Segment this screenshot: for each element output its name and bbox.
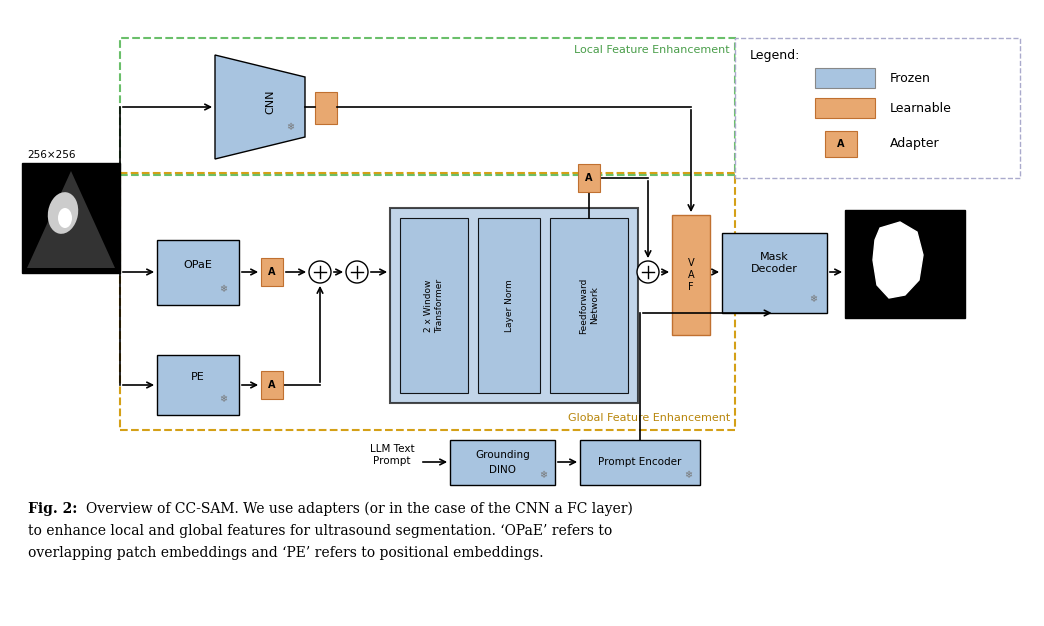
Text: Grounding: Grounding: [475, 450, 530, 460]
Text: Feedforward
Network: Feedforward Network: [579, 277, 598, 334]
Bar: [478, 218, 540, 393]
Polygon shape: [27, 171, 115, 268]
Bar: [672, 215, 710, 335]
Bar: [120, 38, 735, 175]
Bar: [450, 440, 555, 485]
Text: OPaE: OPaE: [184, 260, 212, 270]
Bar: [722, 233, 827, 313]
Text: ❄: ❄: [539, 470, 547, 480]
Bar: [550, 218, 628, 393]
Text: ❄: ❄: [684, 470, 692, 480]
Bar: [578, 164, 600, 192]
Circle shape: [309, 261, 331, 283]
Bar: [845, 210, 965, 318]
Text: A: A: [586, 173, 593, 183]
Polygon shape: [215, 55, 305, 159]
Ellipse shape: [58, 208, 72, 228]
Text: 2 x Window
Transformer: 2 x Window Transformer: [424, 279, 444, 332]
Text: ❄: ❄: [219, 394, 227, 404]
Text: Prompt Encoder: Prompt Encoder: [598, 457, 682, 467]
Ellipse shape: [48, 192, 78, 234]
Text: Overview of CC-SAM. We use adapters (or in the case of the CNN a FC layer): Overview of CC-SAM. We use adapters (or …: [86, 502, 633, 516]
Text: Learnable: Learnable: [889, 101, 952, 115]
Text: Mask
Decoder: Mask Decoder: [751, 252, 798, 274]
Text: DINO: DINO: [489, 465, 516, 475]
Text: CNN: CNN: [265, 90, 275, 115]
Text: Global Feature Enhancement: Global Feature Enhancement: [568, 413, 730, 423]
Circle shape: [637, 261, 659, 283]
Bar: [315, 92, 337, 124]
Bar: [390, 208, 638, 403]
Text: Legend:: Legend:: [750, 49, 801, 63]
Polygon shape: [873, 222, 923, 298]
Bar: [157, 240, 239, 305]
Text: Adapter: Adapter: [889, 138, 940, 150]
Text: Fig. 2:: Fig. 2:: [28, 502, 82, 516]
Text: to enhance local and global features for ultrasound segmentation. ‘OPaE’ refers : to enhance local and global features for…: [28, 524, 612, 538]
Bar: [580, 440, 699, 485]
Bar: [735, 38, 1020, 178]
Text: 256×256: 256×256: [27, 150, 75, 160]
Bar: [157, 355, 239, 415]
Bar: [261, 371, 283, 399]
Bar: [120, 173, 735, 430]
Text: ❄: ❄: [809, 294, 817, 304]
Circle shape: [346, 261, 367, 283]
Bar: [815, 98, 875, 118]
Text: A: A: [268, 267, 276, 277]
Bar: [22, 163, 120, 273]
Text: Local Feature Enhancement: Local Feature Enhancement: [574, 45, 730, 55]
Text: Layer Norm: Layer Norm: [504, 279, 514, 332]
Text: PE: PE: [191, 372, 205, 382]
Text: V
A
F: V A F: [688, 259, 694, 292]
Bar: [825, 131, 857, 157]
Text: LLM Text
Prompt: LLM Text Prompt: [370, 444, 414, 466]
Text: A: A: [837, 139, 845, 149]
Text: overlapping patch embeddings and ‘PE’ refers to positional embeddings.: overlapping patch embeddings and ‘PE’ re…: [28, 546, 544, 560]
Text: ❄: ❄: [219, 284, 227, 294]
Bar: [261, 258, 283, 286]
Text: ❄: ❄: [286, 122, 294, 132]
Text: A: A: [268, 380, 276, 390]
Bar: [400, 218, 468, 393]
Text: Frozen: Frozen: [889, 71, 931, 85]
Bar: [815, 68, 875, 88]
